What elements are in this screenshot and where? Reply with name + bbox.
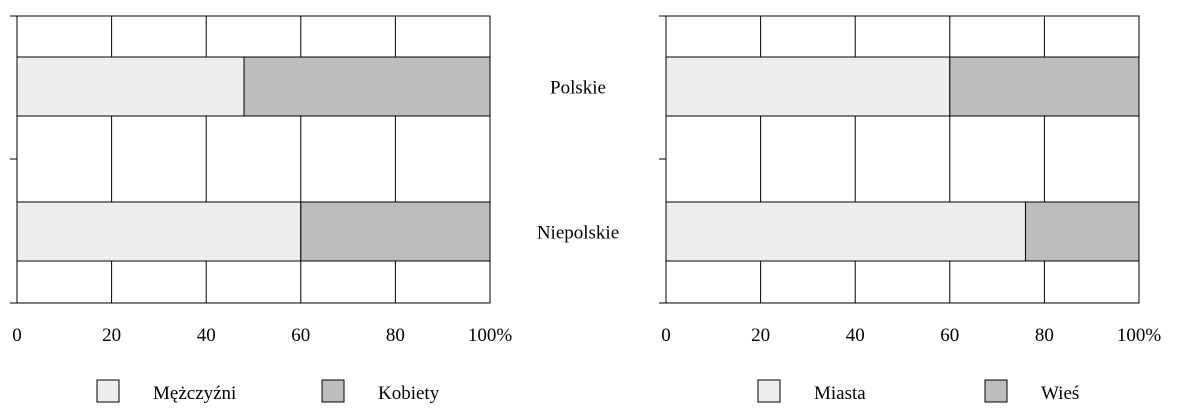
x-tick-label: 20 <box>102 325 121 346</box>
bar-second-segment <box>1024 201 1140 262</box>
x-tick-label: 20 <box>751 325 770 346</box>
bar-second-segment <box>300 201 491 262</box>
x-tick-label: 80 <box>386 325 405 346</box>
category-labels: Polskie Niepolskie <box>537 78 619 244</box>
right-chart-panel: 0 20 40 60 80 100% Miasta Wieś <box>659 15 1162 404</box>
x-tick-label: 80 <box>1035 325 1054 346</box>
x-tick-label: 40 <box>846 325 865 346</box>
x-tick-label: 0 <box>12 325 22 346</box>
bar-first-segment <box>16 56 245 117</box>
x-tick-label: 40 <box>197 325 216 346</box>
legend-swatch <box>96 379 120 403</box>
bar-first-segment <box>665 56 951 117</box>
legend-label: Kobiety <box>378 383 440 404</box>
category-label: Niepolskie <box>537 223 619 244</box>
x-tick-label: 0 <box>661 325 671 346</box>
bar-second-segment <box>949 56 1140 117</box>
x-tick-label: 60 <box>291 325 310 346</box>
x-tick-label: 100% <box>468 325 513 346</box>
legend-label: Miasta <box>814 383 866 404</box>
left-chart-panel: 0 20 40 60 80 100% Mężczyźni Kobiety <box>10 15 513 404</box>
category-label: Polskie <box>550 78 606 99</box>
x-tick-label: 100% <box>1117 325 1162 346</box>
legend-label: Wieś <box>1041 383 1079 404</box>
legend-swatch <box>321 379 345 403</box>
legend-label: Mężczyźni <box>153 383 236 404</box>
x-tick-label: 60 <box>940 325 959 346</box>
bar-second-segment <box>243 56 491 117</box>
legend-swatch <box>984 379 1008 403</box>
bar-first-segment <box>665 201 1026 262</box>
legend-swatch <box>757 379 781 403</box>
bar-first-segment <box>16 201 302 262</box>
